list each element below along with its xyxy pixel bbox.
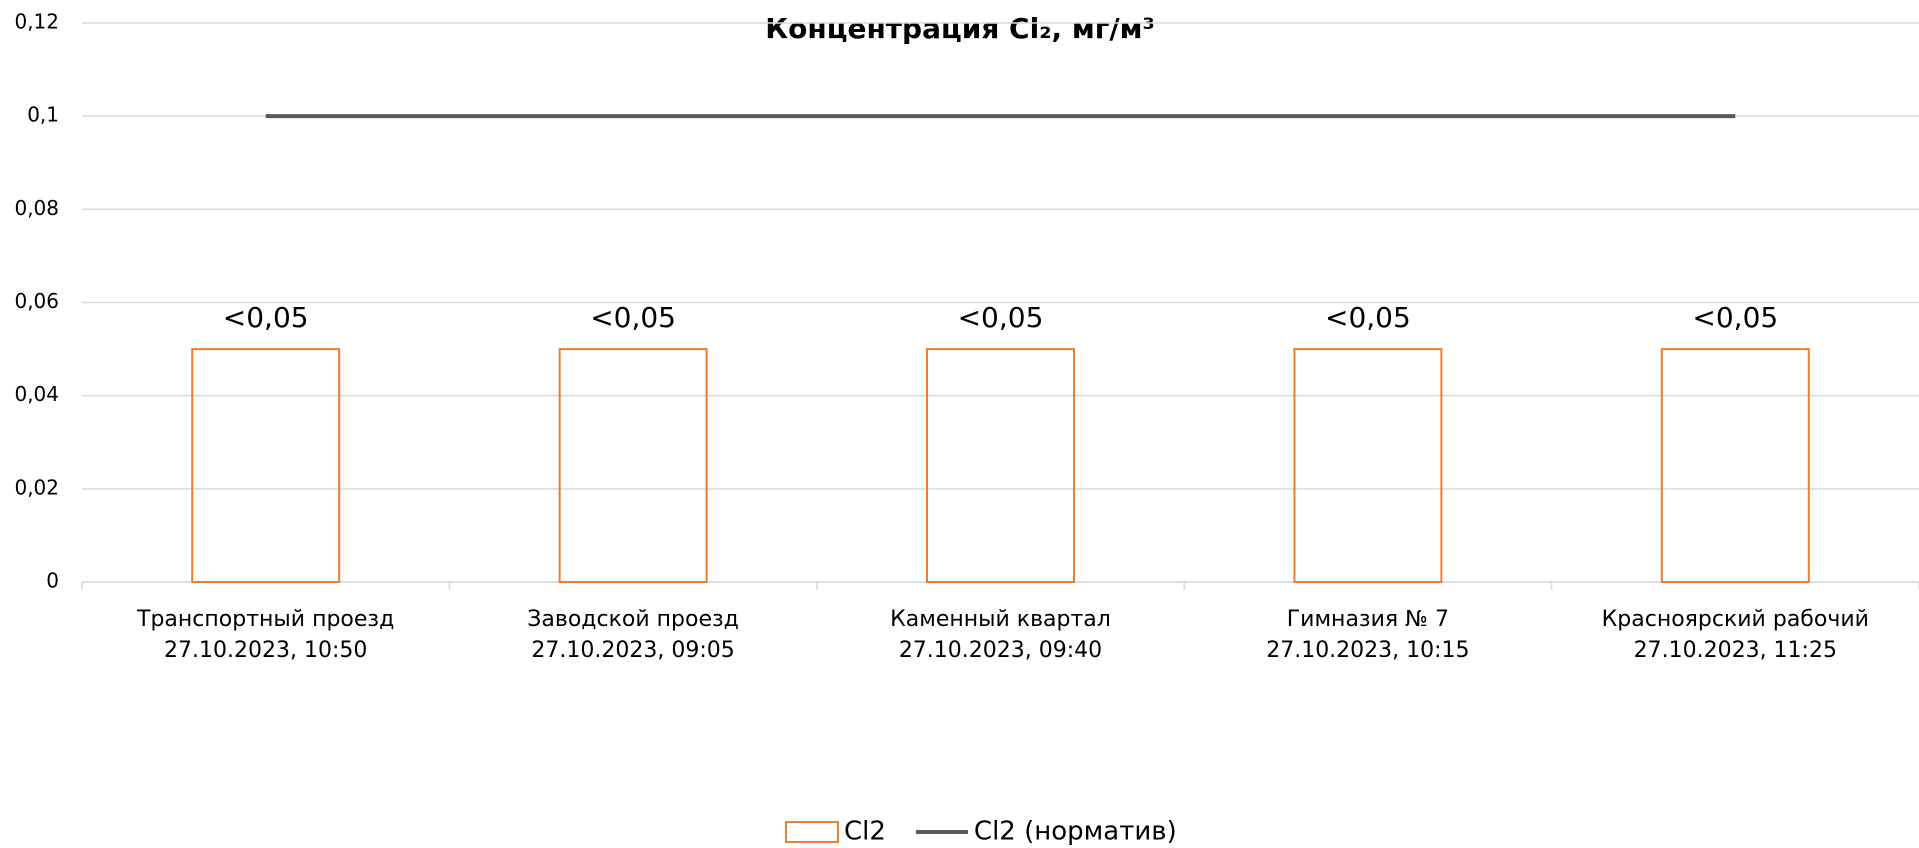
- x-tick-label: Транспортный проезд 27.10.2023, 10:50: [137, 607, 395, 663]
- bar: [926, 348, 1075, 584]
- bar: [1293, 348, 1443, 584]
- x-tick-label: Каменный квартал 27.10.2023, 09:40: [890, 607, 1111, 663]
- legend-label: Cl2 (норматив): [974, 817, 1177, 847]
- y-tick-label: 0,02: [14, 475, 59, 499]
- data-label: <0,05: [1325, 301, 1411, 334]
- data-label: <0,05: [958, 301, 1044, 334]
- y-tick-label: 0,1: [27, 103, 59, 127]
- legend-swatch: [785, 821, 839, 843]
- bar: [558, 348, 708, 584]
- y-tick-label: 0,04: [14, 382, 59, 406]
- data-label: <0,05: [1692, 301, 1778, 334]
- data-label: <0,05: [223, 301, 309, 334]
- y-tick-label: 0,06: [14, 289, 59, 313]
- x-tick-label: Гимназия № 7 27.10.2023, 10:15: [1266, 607, 1470, 663]
- y-tick-label: 0: [46, 569, 59, 593]
- y-tick-label: 0,08: [14, 196, 59, 220]
- y-tick-label: 0,12: [14, 10, 59, 34]
- x-tick-label: Заводской проезд 27.10.2023, 09:05: [527, 607, 739, 663]
- bar: [1660, 348, 1810, 584]
- chart-title: Концентрация Cl₂, мг/м³: [765, 12, 1155, 45]
- x-tick-label: Красноярский рабочий 27.10.2023, 11:25: [1601, 607, 1869, 663]
- data-label: <0,05: [590, 301, 676, 334]
- legend-label: Cl2: [844, 817, 886, 847]
- bar: [191, 348, 341, 584]
